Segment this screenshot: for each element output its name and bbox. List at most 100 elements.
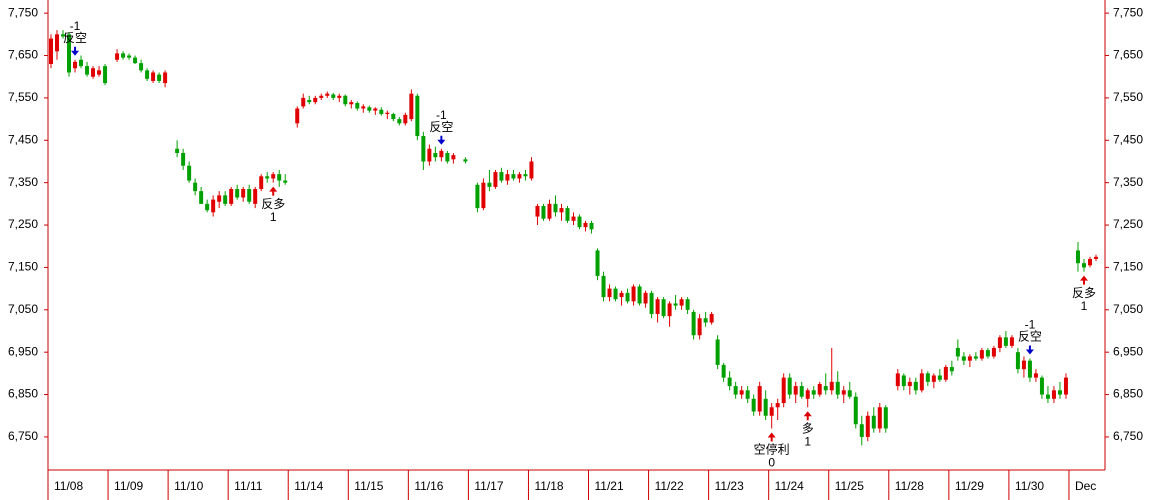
candle-body xyxy=(343,95,348,105)
candle-body xyxy=(685,299,690,310)
candle-body xyxy=(49,38,54,64)
candle-body xyxy=(769,407,774,416)
x-tick-label: 11/09 xyxy=(114,479,143,493)
y2-tick-label: 6,850 xyxy=(1113,387,1143,401)
x-tick-label: 11/10 xyxy=(174,479,203,493)
x-tick-label: 11/23 xyxy=(715,479,744,493)
signal-count: 0 xyxy=(768,456,775,470)
candle-body xyxy=(955,347,960,357)
candle-body xyxy=(229,189,234,204)
candle-body xyxy=(427,148,432,162)
candle-body xyxy=(925,373,930,382)
candle-body xyxy=(895,373,900,387)
candle-body xyxy=(439,150,444,158)
signal-label: 反空 xyxy=(429,120,453,134)
candle-body xyxy=(511,174,516,179)
y-tick-label: 7,150 xyxy=(8,260,38,274)
candle-body xyxy=(211,199,216,213)
x-tick-label: 11/22 xyxy=(655,479,684,493)
candle-body xyxy=(721,364,726,378)
candle-body xyxy=(445,152,450,162)
candle-body xyxy=(781,377,786,404)
signal-arrow-head xyxy=(437,139,446,145)
y-tick-label: 7,050 xyxy=(8,302,38,316)
candle-body xyxy=(145,70,150,79)
candle-body xyxy=(1033,373,1038,378)
candle-body xyxy=(493,172,498,187)
candle-body xyxy=(697,318,702,336)
candle-body xyxy=(793,386,798,395)
candle-body xyxy=(433,152,438,158)
candle-body xyxy=(1081,263,1086,268)
candle-body xyxy=(223,195,228,204)
candle-body xyxy=(199,191,204,204)
candle-body xyxy=(529,161,534,179)
candle-body xyxy=(517,174,522,179)
x-tick-label: 11/17 xyxy=(474,479,503,493)
candle-body xyxy=(103,66,108,84)
candle-body xyxy=(1093,256,1098,259)
candle-body xyxy=(835,381,840,395)
candle-body xyxy=(961,356,966,361)
y2-tick-label: 7,650 xyxy=(1113,48,1143,62)
candle-body xyxy=(313,97,318,103)
x-tick-label: 11/28 xyxy=(895,479,924,493)
signal-arrow-head xyxy=(803,411,812,417)
x-tick-label: 11/11 xyxy=(234,479,263,493)
candle-body xyxy=(937,375,942,380)
candle-body xyxy=(361,106,366,109)
y2-tick-label: 7,350 xyxy=(1113,175,1143,189)
x-tick-label: 11/16 xyxy=(414,479,443,493)
candle-body xyxy=(757,386,762,412)
candle-body xyxy=(967,356,972,361)
candle-body xyxy=(607,288,612,298)
candle-body xyxy=(553,203,558,213)
candle-body xyxy=(919,373,924,391)
candle-body xyxy=(991,347,996,357)
candle-body xyxy=(709,314,714,323)
candle-body xyxy=(661,299,666,317)
x-tick-label: 11/24 xyxy=(775,479,804,493)
signal-label: 空停利 xyxy=(754,442,790,457)
candle-body xyxy=(397,119,402,124)
y-tick-label: 6,950 xyxy=(8,344,38,358)
candle-body xyxy=(1087,258,1092,266)
candle-body xyxy=(745,390,750,399)
candle-body xyxy=(727,377,732,387)
candle-body xyxy=(601,275,606,298)
candle-body xyxy=(715,339,720,365)
candle-body xyxy=(487,182,492,187)
candle-body xyxy=(865,415,870,437)
candle-body xyxy=(409,93,414,120)
candle-body xyxy=(1063,377,1068,395)
candle-body xyxy=(703,318,708,323)
candle-body xyxy=(61,34,66,37)
signal-label: 反多 xyxy=(1072,286,1096,300)
candle-body xyxy=(649,292,654,315)
candle-body xyxy=(505,174,510,181)
candle-body xyxy=(625,292,630,302)
signal-count: -1 xyxy=(436,108,447,122)
candle-body xyxy=(733,386,738,395)
candle-body xyxy=(499,172,504,181)
candle-body xyxy=(151,72,156,81)
candle-body xyxy=(799,386,804,397)
candle-body xyxy=(379,109,384,115)
candle-body xyxy=(613,288,618,300)
y2-tick-label: 7,150 xyxy=(1113,260,1143,274)
candle-body xyxy=(805,390,810,399)
candle-body xyxy=(421,136,426,162)
candle-body xyxy=(643,292,648,304)
candle-body xyxy=(583,222,588,228)
signal-label: 反多 xyxy=(261,197,285,211)
candle-body xyxy=(67,34,72,73)
candle-body xyxy=(115,53,120,60)
y-tick-label: 7,450 xyxy=(8,132,38,146)
signal-count: 1 xyxy=(1081,299,1088,313)
candle-body xyxy=(403,114,408,124)
candle-body xyxy=(79,59,84,67)
candle-body xyxy=(295,108,300,124)
